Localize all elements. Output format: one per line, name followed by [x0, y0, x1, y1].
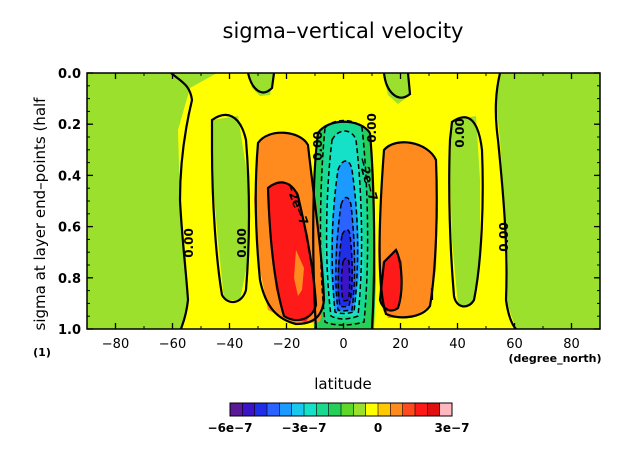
colorbar-tick-label: −3e−7 — [282, 421, 327, 435]
x-tick-label: 20 — [392, 337, 409, 352]
x-axis-label: latitude — [314, 375, 372, 393]
zero-contour-equator-right — [368, 132, 376, 329]
zero-contour-equator-top — [317, 120, 371, 134]
chart-title: sigma–vertical velocity — [223, 19, 464, 43]
zero-contour-equator-left — [312, 132, 320, 329]
contour-label: 0.00 — [311, 131, 325, 161]
colorbar-swatch — [390, 403, 403, 416]
x-tick-label: −60 — [159, 337, 186, 352]
colorbar-tick-label: 0 — [374, 421, 382, 435]
neg-contour-3 — [331, 160, 359, 315]
neg-contour-2 — [325, 130, 363, 320]
colorbar-swatch — [402, 403, 416, 416]
y-tick-label: 0.0 — [58, 67, 81, 82]
colorbar: −6e−7 −3e−7 0 3e−7 — [208, 402, 470, 435]
southern-inner-orange — [294, 250, 304, 296]
contour-label: 0.00 — [182, 228, 196, 258]
contour-label: 0.00 — [365, 113, 379, 143]
zero-contour-northern-outer — [494, 73, 517, 329]
inner-green-left — [212, 116, 248, 300]
colorbar-swatch — [353, 403, 366, 416]
equatorial-deep-blue — [341, 258, 350, 300]
neg-contour-5 — [337, 229, 353, 308]
colorbar-swatch — [378, 403, 391, 416]
colorbar-swatch — [230, 403, 243, 416]
y-axis-unit: (1) — [33, 346, 51, 359]
negative-contour-lines — [319, 119, 369, 326]
zero-contour-top-left — [246, 73, 276, 94]
contour-lines — [170, 73, 517, 329]
colorbar-swatch — [341, 403, 354, 416]
contour-northern-core — [378, 248, 403, 312]
colorbar-frame — [229, 402, 453, 417]
y-axis: 0.0 0.2 0.4 0.6 0.8 1.0 — [58, 67, 600, 338]
x-tick-label: 40 — [449, 337, 466, 352]
colorbar-swatch — [242, 403, 255, 416]
colorbar-swatch — [427, 403, 440, 416]
colorbar-swatch — [291, 403, 305, 416]
y-axis-label: sigma at layer end–points (half — [31, 97, 49, 331]
x-tick-label: −40 — [216, 337, 243, 352]
zero-contour-top-right — [382, 73, 412, 99]
plot-area — [87, 73, 600, 329]
colorbar-swatch — [415, 403, 428, 416]
x-axis: −80 −60 −40 −20 0 20 40 60 80 — [86, 73, 601, 352]
southern-descending-core — [268, 182, 316, 322]
neg-contour-6 — [340, 257, 351, 302]
inner-green-right — [450, 116, 480, 305]
contour-label: 0.00 — [453, 118, 467, 148]
colorbar-swatch — [316, 403, 329, 416]
colorbar-swatch — [304, 403, 317, 416]
y-tick-label: 0.8 — [58, 272, 81, 287]
x-tick-label: 80 — [563, 337, 580, 352]
zero-contour-northern-inner — [448, 116, 484, 308]
x-tick-label: −20 — [273, 337, 300, 352]
colorbar-swatch — [279, 403, 292, 416]
contour-label: 0.00 — [235, 228, 249, 258]
neg-contour-4 — [335, 196, 356, 312]
contour-southern-core — [266, 181, 318, 322]
y-tick-label: 0.2 — [58, 118, 81, 133]
northern-high-latitude-band — [496, 73, 600, 329]
y-tick-label: 0.6 — [58, 221, 81, 236]
contour-label: 0.00 — [497, 222, 511, 252]
contour-southern-cell — [254, 131, 326, 326]
colorbar-swatch — [439, 403, 453, 416]
x-tick-label: −80 — [102, 337, 129, 352]
colorbar-tick-label: −6e−7 — [208, 421, 253, 435]
northern-descending-core — [380, 250, 402, 312]
y-tick-label: 1.0 — [58, 323, 81, 338]
zero-contour-southern-outer — [170, 73, 194, 329]
colorbar-swatch — [267, 403, 280, 416]
x-tick-label: 60 — [506, 337, 523, 352]
contour-northern-cell — [378, 141, 438, 319]
y-tick-label: 0.4 — [58, 169, 81, 184]
x-tick-label: 0 — [339, 337, 347, 352]
colorbar-tick-label: 3e−7 — [435, 421, 470, 435]
colorbar-swatch — [365, 403, 379, 416]
top-right-green-lobe — [383, 73, 410, 104]
colorbar-swatch — [254, 403, 268, 416]
zero-contour-southern-inner — [210, 113, 251, 304]
x-axis-unit: (degree_north) — [508, 352, 601, 365]
neg-contour-1 — [319, 119, 369, 326]
colorbar-swatch — [328, 403, 342, 416]
